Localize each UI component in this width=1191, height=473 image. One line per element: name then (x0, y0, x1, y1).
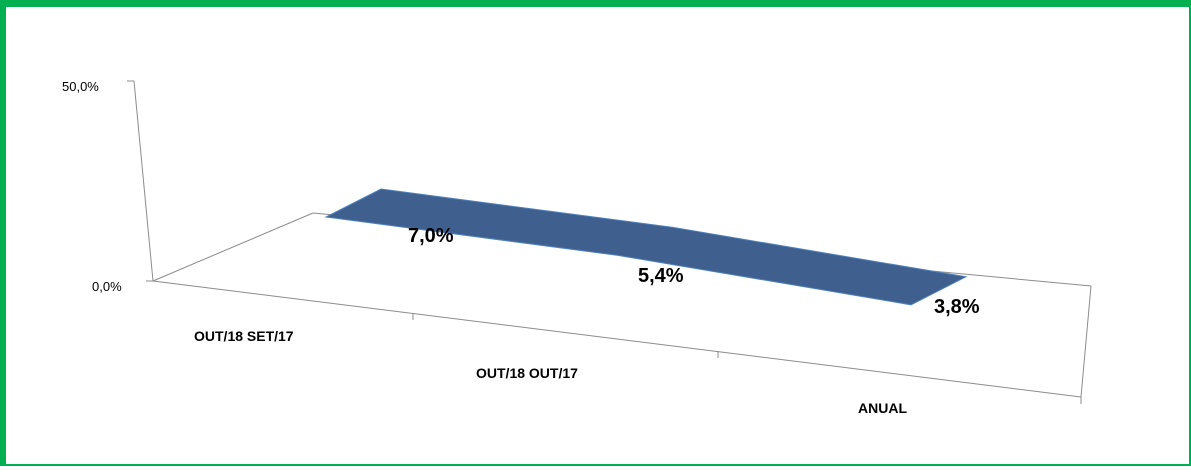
category-label-1: OUT/18 SET/17 (194, 328, 294, 344)
floor-left-edge (152, 212, 314, 282)
y-tick-label-bottom: 0,0% (92, 279, 122, 294)
floor-right-edge (1080, 285, 1092, 398)
category-label-2: OUT/18 OUT/17 (476, 365, 578, 381)
y-tick-label-top: 50,0% (62, 79, 99, 94)
y-axis-line (133, 80, 154, 282)
labels-group: 7,0% 5,4% 3,8% (408, 225, 980, 318)
data-label-2: 5,4% (638, 265, 684, 287)
category-label-3: ANUAL (858, 400, 907, 416)
series-area-group (324, 188, 968, 306)
data-label-3: 3,8% (934, 296, 980, 318)
series-area-ribbon (324, 188, 968, 306)
x-axis-line (152, 280, 1082, 398)
chart-area: 7,0% 5,4% 3,8% 50,0% 0,0% OUT/18 SET/17 OU… (62, 79, 1092, 416)
data-label-1: 7,0% (408, 225, 454, 247)
